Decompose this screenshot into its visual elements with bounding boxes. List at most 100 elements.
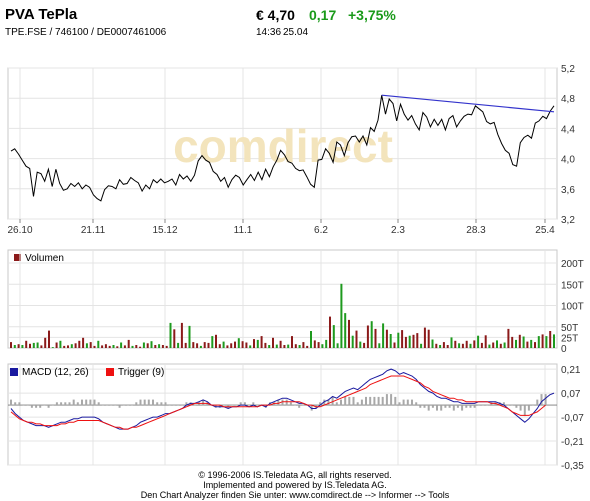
price-y-tick-label: 3,2 — [561, 215, 575, 226]
volume-bar — [378, 343, 381, 348]
volume-bar — [366, 325, 369, 348]
volume-bar — [275, 344, 278, 348]
volume-bar — [355, 330, 358, 348]
volume-legend-label: Volumen — [25, 253, 64, 264]
macd-histogram-bar — [390, 394, 393, 406]
volume-bar — [51, 347, 54, 348]
macd-histogram-bar — [89, 399, 92, 406]
volume-bar — [74, 343, 77, 348]
macd-y-tick-label: -0,21 — [561, 437, 584, 448]
macd-histogram-bar — [469, 405, 472, 408]
volume-bar — [553, 334, 555, 348]
macd-histogram-bar — [335, 402, 338, 405]
volume-bar — [237, 338, 240, 348]
volume-bar — [215, 334, 217, 348]
macd-histogram-bar — [277, 399, 280, 406]
volume-bar — [287, 344, 290, 348]
macd-histogram-bar — [415, 402, 418, 405]
macd-y-tick-label: 0,07 — [561, 389, 581, 400]
volume-bar — [158, 344, 161, 348]
price-x-tick-label: 6.2 — [314, 225, 328, 236]
volume-bar — [503, 342, 506, 348]
macd-histogram-bar — [110, 405, 113, 406]
macd-histogram-bar — [51, 405, 54, 406]
macd-panel-frame — [7, 363, 558, 466]
macd-histogram-bar — [444, 405, 447, 408]
macd-histogram-bar — [381, 396, 384, 406]
macd-histogram-bar — [252, 402, 255, 405]
macd-histogram-bar — [356, 402, 359, 405]
volume-bar — [230, 343, 233, 348]
volume-bar — [249, 345, 252, 348]
macd-histogram-bar — [502, 402, 505, 405]
volume-bar — [374, 328, 377, 348]
volume-bar — [541, 334, 544, 348]
volume-bar — [78, 340, 81, 348]
macd-histogram-bar — [427, 405, 430, 411]
volume-bar — [268, 345, 271, 348]
macd-histogram-bar — [47, 405, 50, 408]
volume-bar — [253, 339, 255, 348]
volume-bar — [226, 345, 229, 348]
volume-bar — [203, 342, 206, 348]
volume-bar — [139, 346, 142, 348]
price-x-tick-label: 15.12 — [152, 225, 177, 236]
macd-histogram-bar — [118, 405, 121, 408]
stock-name: PVA TePla — [5, 6, 78, 23]
volume-bar — [442, 342, 445, 348]
macd-line — [10, 368, 555, 430]
macd-histogram-bar — [377, 396, 380, 406]
volume-bar — [340, 283, 343, 348]
macd-histogram-bar — [97, 402, 100, 405]
volume-bar — [404, 336, 407, 348]
macd-histogram-bar — [85, 399, 88, 406]
macd-histogram-bar — [164, 402, 167, 405]
macd-histogram-bar — [248, 405, 251, 406]
volume-bar — [496, 340, 498, 348]
volume-y-tick-label: 150T — [561, 280, 584, 291]
volume-bar — [101, 345, 104, 348]
macd-histogram-bar — [64, 402, 67, 405]
volume-bar — [423, 327, 426, 348]
volume-bar — [234, 341, 236, 348]
macd-y-tick-label: 0,21 — [561, 365, 581, 376]
macd-histogram-bar — [55, 402, 58, 405]
volume-bar — [142, 342, 145, 348]
macd-histogram-bar — [281, 399, 284, 406]
price-x-tick-label: 2.3 — [391, 225, 405, 236]
volume-bar — [104, 344, 107, 348]
volume-bar — [116, 346, 119, 348]
macd-histogram-bar — [147, 399, 150, 406]
volume-bar — [10, 342, 12, 348]
volume-bar — [196, 343, 199, 348]
macd-histogram-bar — [423, 405, 426, 408]
macd-histogram-bar — [482, 405, 484, 406]
volume-bar — [401, 330, 404, 348]
macd-histogram-bar — [185, 402, 188, 405]
macd-histogram-bar — [81, 399, 83, 406]
macd-histogram-bar — [172, 405, 175, 406]
price-y-tick-label: 4,8 — [561, 94, 575, 105]
volume-bar — [89, 342, 92, 348]
trigger-legend-label: Trigger (9) — [118, 367, 164, 378]
volume-bar — [173, 329, 176, 348]
price-y-tick-label: 4,0 — [561, 155, 575, 166]
volume-bar — [465, 340, 468, 348]
volume-bar — [329, 316, 331, 348]
macd-histogram-bar — [289, 402, 292, 405]
volume-bar — [518, 334, 521, 348]
volume-bar — [492, 342, 495, 348]
volume-bar — [473, 340, 476, 348]
macd-histogram-bar — [348, 396, 351, 406]
volume-bar — [522, 336, 525, 348]
macd-histogram-bar — [456, 405, 459, 408]
trigger-legend-swatch — [106, 368, 114, 376]
macd-histogram-bar — [243, 402, 246, 405]
volume-bar — [507, 328, 510, 348]
volume-bar — [25, 340, 28, 348]
macd-histogram-bar — [60, 402, 63, 405]
macd-legend-label: MACD (12, 26) — [22, 367, 89, 378]
macd-histogram-bar — [114, 405, 117, 406]
macd-histogram-bar — [152, 399, 154, 406]
volume-bar — [199, 345, 202, 348]
